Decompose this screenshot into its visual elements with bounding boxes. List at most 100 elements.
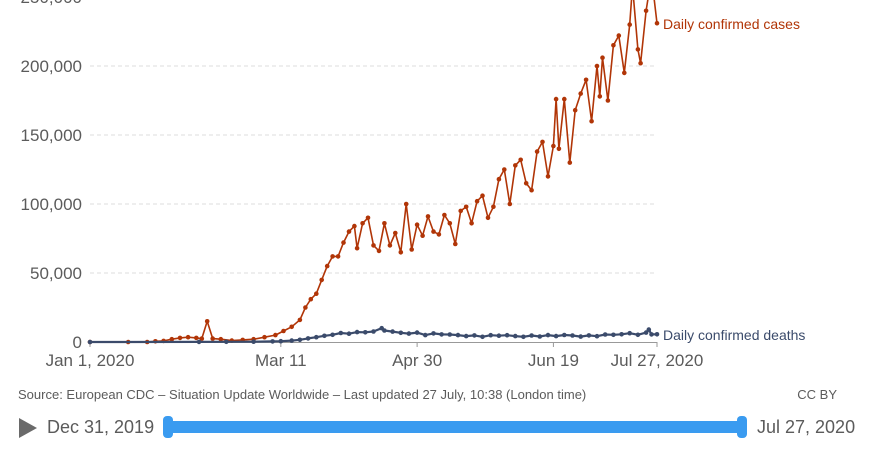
cases-point <box>387 243 393 248</box>
deaths-point <box>480 334 485 340</box>
deaths-point <box>322 333 327 339</box>
deaths-point <box>504 332 510 338</box>
cases-point <box>611 43 616 48</box>
deaths-point <box>305 336 311 341</box>
cases-point <box>496 176 502 182</box>
cases-point <box>303 305 308 310</box>
deaths-point <box>251 339 256 345</box>
cases-point <box>354 245 360 251</box>
y-tick-label: 250,000 <box>21 0 82 7</box>
cases-point <box>403 201 409 207</box>
deaths-point <box>390 329 395 334</box>
cases-point <box>341 240 346 245</box>
deaths-point <box>314 334 319 340</box>
deaths-point <box>224 339 229 345</box>
cases-point <box>654 20 660 26</box>
x-tick-label: Jun 19 <box>528 351 579 370</box>
cases-point <box>480 193 485 198</box>
cases-point <box>442 212 447 218</box>
cases-point <box>507 201 513 207</box>
cases-point <box>562 96 567 102</box>
cases-point <box>185 334 191 340</box>
cases-point <box>513 163 518 168</box>
cases-point <box>365 215 371 221</box>
deaths-point <box>537 334 543 339</box>
deaths-point <box>371 329 376 334</box>
cases-point <box>289 324 295 330</box>
deaths-point <box>496 333 502 339</box>
cases-series-label: Daily confirmed cases <box>663 16 800 32</box>
deaths-point <box>654 332 660 337</box>
cases-point <box>556 146 562 152</box>
timeline-slider-track[interactable] <box>165 421 747 433</box>
deaths-point <box>270 339 275 344</box>
cases-point <box>458 208 464 214</box>
cases-point <box>398 250 404 255</box>
cases-point <box>360 221 365 226</box>
deaths-point <box>278 338 284 344</box>
timeline-end-handle[interactable] <box>737 416 747 438</box>
cases-point <box>262 334 267 340</box>
deaths-point <box>297 337 303 343</box>
cases-point <box>314 291 319 297</box>
x-tick-label: Jul 27, 2020 <box>611 351 704 370</box>
line-chart: 0 50,000 100,000 150,000 200,000 250,000 Jan 1… <box>21 0 805 370</box>
cases-point <box>169 336 175 342</box>
cases-point <box>594 63 600 69</box>
deaths-point <box>627 330 632 336</box>
y-tick-label: 0 <box>73 333 82 352</box>
deaths-point <box>447 332 453 337</box>
deaths-point <box>578 334 583 339</box>
cases-point <box>523 181 529 186</box>
y-tick-label: 150,000 <box>21 126 82 145</box>
deaths-point <box>570 333 575 338</box>
deaths-point <box>406 331 412 336</box>
cases-point <box>622 70 627 76</box>
cases-point <box>308 296 314 302</box>
cases-point <box>491 204 496 210</box>
cases-point <box>431 229 436 234</box>
cases-point <box>485 215 491 221</box>
cases-point <box>414 222 420 227</box>
cases-point <box>199 336 205 341</box>
deaths-point <box>545 332 551 338</box>
deaths-point <box>649 332 654 337</box>
cases-point <box>529 187 534 193</box>
cases-point <box>534 149 540 154</box>
y-tick-label: 100,000 <box>21 195 82 214</box>
cases-point <box>627 22 632 27</box>
cases-point <box>436 232 442 237</box>
cases-point <box>572 107 578 113</box>
deaths-point <box>398 330 404 336</box>
timeline-end-date[interactable]: Jul 27, 2020 <box>757 417 856 437</box>
license-link[interactable]: CC BY <box>797 387 837 402</box>
source-note: Source: European CDC – Situation Update … <box>18 387 587 402</box>
cases-point <box>545 174 551 179</box>
cases-point <box>635 47 641 52</box>
y-tick-label: 200,000 <box>21 57 82 76</box>
deaths-point <box>463 333 469 339</box>
cases-point <box>567 160 573 165</box>
cases-point <box>335 254 341 259</box>
cases-point <box>518 157 523 163</box>
deaths-point <box>586 333 592 338</box>
deaths-point <box>455 332 461 338</box>
cases-point <box>319 277 325 283</box>
deaths-point <box>87 339 93 345</box>
timeline-start-handle[interactable] <box>163 416 173 438</box>
cases-point <box>553 96 559 102</box>
cases-point <box>273 332 278 338</box>
deaths-point <box>472 333 477 338</box>
play-icon[interactable] <box>18 418 38 438</box>
deaths-point <box>529 333 534 338</box>
cases-point <box>324 263 330 269</box>
deaths-point <box>562 332 567 338</box>
deaths-point <box>382 328 387 333</box>
deaths-point <box>513 333 518 339</box>
cases-point <box>204 319 210 324</box>
timeline-start-date[interactable]: Dec 31, 2019 <box>47 417 155 437</box>
cases-point <box>382 221 387 226</box>
deaths-point <box>423 332 428 338</box>
deaths-point <box>646 327 652 332</box>
deaths-point <box>439 332 444 337</box>
